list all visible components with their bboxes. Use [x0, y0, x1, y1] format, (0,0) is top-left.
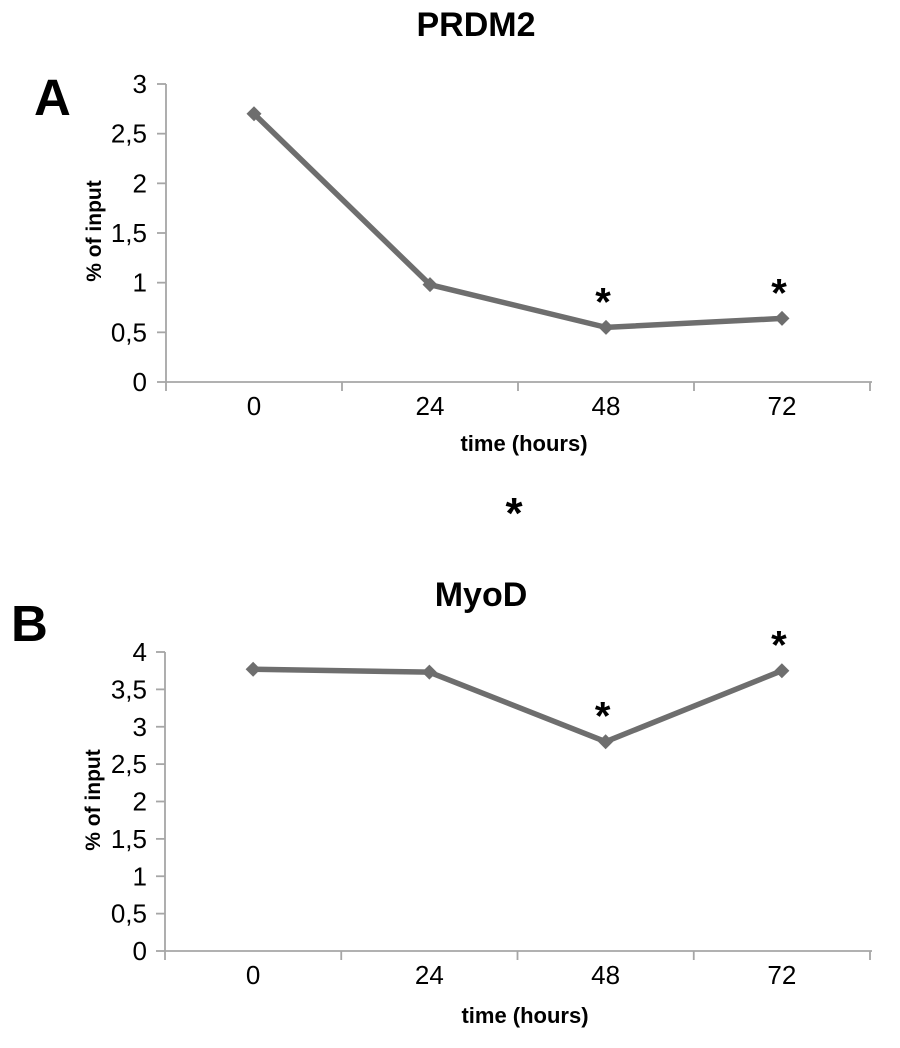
- x-axis-tick-label: 24: [415, 960, 444, 990]
- y-axis-tick-label: 3: [133, 712, 147, 742]
- chart-a-plot-area: 0 0,5 1 1,5 2 2,5 3 0 24 48 72 * *: [111, 69, 872, 421]
- x-axis-tick-label: 48: [592, 391, 621, 421]
- x-axis-tick-label: 0: [246, 960, 260, 990]
- y-axis-tick-label: 0: [133, 367, 147, 397]
- chart-b-x-axis-title: time (hours): [461, 1003, 589, 1028]
- x-axis-tick-label: 48: [591, 960, 620, 990]
- x-axis-tick-label: 24: [416, 391, 445, 421]
- data-point-marker: [598, 319, 614, 335]
- chart-a-title: PRDM2: [416, 6, 536, 44]
- y-axis-tick-label: 2,5: [111, 119, 147, 149]
- x-axis-tick-label: 0: [247, 391, 261, 421]
- y-axis-tick-label: 4: [133, 637, 147, 667]
- panel-b-label: B: [11, 595, 48, 652]
- chart-b-plot-area: 0 0,5 1 1,5 2 2,5 3 3,5 4 0 24 48 72 * *: [111, 624, 872, 990]
- y-axis-tick-label: 1: [133, 861, 147, 891]
- y-axis-tick-label: 2: [133, 168, 147, 198]
- chart-b-title: MyoD: [434, 576, 528, 614]
- y-axis-tick-label: 1: [133, 268, 147, 298]
- data-point-marker: [598, 734, 614, 750]
- y-axis-tick-label: 0,5: [111, 317, 147, 347]
- y-axis-tick-label: 0,5: [111, 899, 147, 929]
- significance-asterisk: *: [771, 624, 787, 668]
- data-point-marker: [246, 106, 262, 122]
- data-point-marker: [774, 663, 790, 679]
- significance-asterisk: *: [771, 271, 787, 315]
- y-axis-tick-label: 2: [133, 787, 147, 817]
- significance-asterisk: *: [595, 280, 611, 324]
- x-axis-tick-label: 72: [768, 391, 797, 421]
- y-axis-tick-label: 1,5: [111, 824, 147, 854]
- y-axis-tick-label: 3,5: [111, 674, 147, 704]
- data-point-marker: [421, 664, 437, 680]
- data-line: [250, 666, 785, 745]
- chart-a-x-axis-title: time (hours): [460, 431, 588, 456]
- y-axis-tick-label: 2,5: [111, 749, 147, 779]
- panel-a-label: A: [34, 69, 71, 126]
- y-axis-tick-label: 1,5: [111, 218, 147, 248]
- data-point-marker: [422, 277, 438, 293]
- between-panels-significance-asterisk: *: [505, 489, 523, 538]
- y-axis-tick-label: 3: [133, 69, 147, 99]
- data-point-marker: [245, 661, 261, 677]
- significance-asterisk: *: [595, 695, 611, 739]
- data-line: [251, 111, 785, 331]
- y-axis-tick-label: 0: [133, 936, 147, 966]
- x-axis-tick-label: 72: [767, 960, 796, 990]
- data-point-marker: [774, 310, 790, 326]
